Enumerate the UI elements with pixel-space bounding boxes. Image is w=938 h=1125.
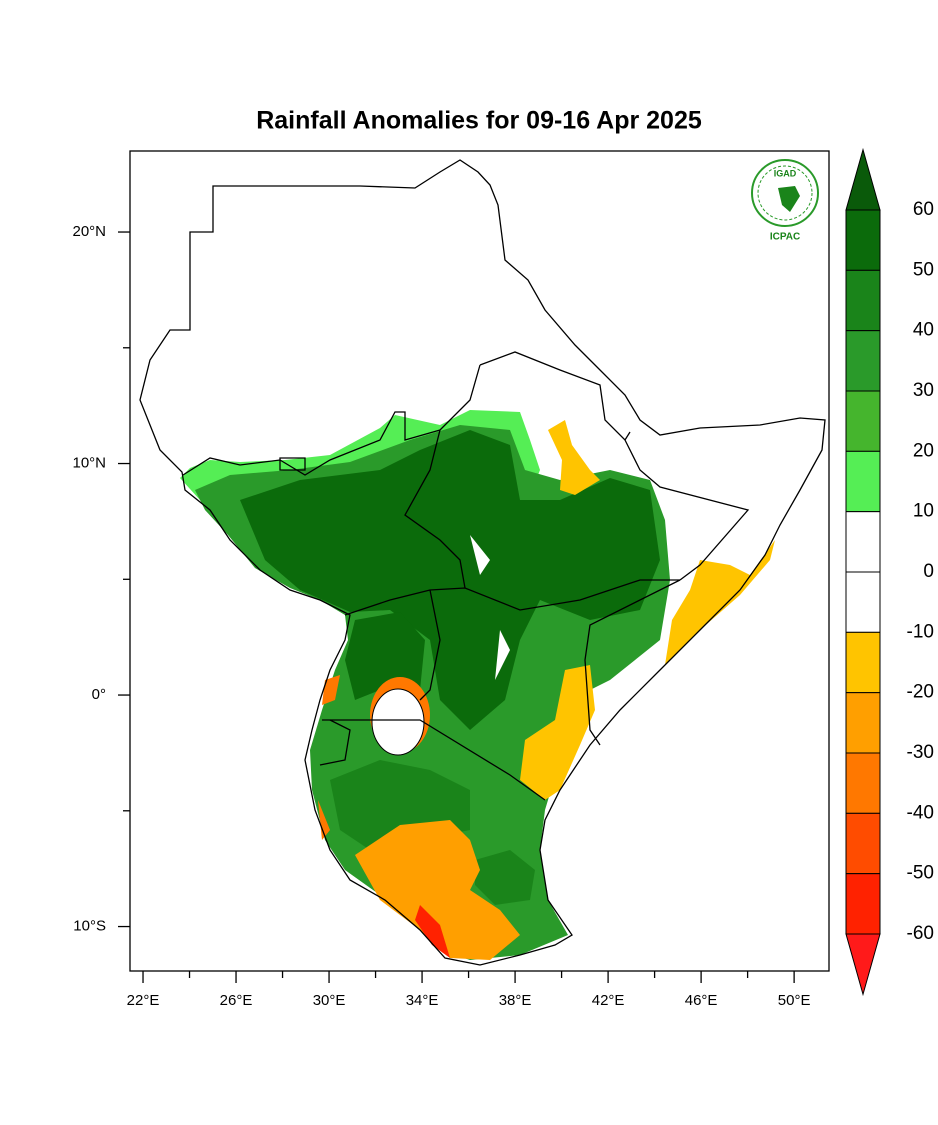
- country-border: [319, 719, 351, 766]
- country-border: [322, 719, 546, 801]
- map-area: [139, 159, 826, 966]
- anomaly-area: [240, 430, 660, 730]
- anomaly-area: [355, 820, 520, 960]
- country-border: [479, 351, 631, 442]
- country-border: [624, 439, 750, 581]
- colorbar-box: [845, 269, 881, 332]
- x-tick-label: 26°E: [220, 992, 253, 1009]
- colorbar: 60 50 40 30 20 10 0 -10 -20 -30 -40 -50 -60: [845, 147, 934, 997]
- anomaly-area: [548, 420, 600, 495]
- colorbar-box: [845, 450, 881, 513]
- colorbar-label: -60: [907, 923, 934, 944]
- y-tick-label: 10°N: [72, 455, 106, 472]
- logo-ring: [757, 165, 813, 221]
- country-border: [279, 457, 306, 471]
- colorbar-label: 10: [913, 501, 934, 522]
- colorbar-label: -20: [907, 682, 934, 703]
- colorbar-box: [845, 390, 881, 452]
- x-tick-label: 50°E: [778, 992, 811, 1009]
- x-tick-label: 34°E: [406, 992, 439, 1009]
- country-border: [404, 364, 481, 589]
- colorbar-box: [845, 752, 881, 814]
- country-border: [419, 589, 441, 701]
- country-border: [584, 579, 681, 746]
- lake: [371, 688, 425, 756]
- colorbar-label: -50: [907, 863, 934, 884]
- colorbar-box: [845, 812, 881, 875]
- colorbar-label: -10: [907, 621, 934, 642]
- colorbar-label: 50: [913, 259, 934, 280]
- logo-subtitle: ICPAC: [770, 232, 800, 243]
- colorbar-box: [845, 209, 881, 271]
- logo-africa: [778, 186, 800, 212]
- x-tick-label: 38°E: [499, 992, 532, 1009]
- map-frame: [129, 150, 830, 972]
- anomaly-area: [415, 905, 450, 958]
- x-tick-label: 46°E: [685, 992, 718, 1009]
- y-tick-label: 0°: [92, 686, 106, 703]
- x-tick-label: 30°E: [313, 992, 346, 1009]
- anomaly-area: [520, 665, 595, 800]
- colorbar-label: 40: [913, 320, 934, 341]
- colorbar-label: 0: [923, 561, 934, 582]
- colorbar-box: [845, 692, 881, 754]
- anomaly-area: [470, 535, 510, 680]
- anomaly-area: [665, 540, 775, 665]
- colorbar-label: 20: [913, 440, 934, 461]
- axes: 22°E 26°E 30°E 34°E 38°E 42°E 46°E 50°E 20°N 10°N…: [72, 223, 810, 1009]
- y-tick-label: 10°S: [73, 918, 106, 935]
- colorbar-box: [845, 631, 881, 694]
- country-border: [139, 159, 826, 966]
- map-title: Rainfall Anomalies for 09-16 Apr 2025: [256, 107, 702, 135]
- colorbar-label: -40: [907, 802, 934, 823]
- colorbar-box: [845, 511, 881, 573]
- x-tick-label: 42°E: [592, 992, 625, 1009]
- colorbar-label: 60: [913, 199, 934, 220]
- y-tick-label: 20°N: [72, 223, 106, 240]
- colorbar-box: [845, 873, 881, 935]
- country-border: [344, 579, 680, 616]
- logo-text: IGAD: [774, 168, 797, 178]
- colorbar-label: -30: [907, 742, 934, 763]
- x-tick-label: 22°E: [127, 992, 160, 1009]
- colorbar-box: [845, 571, 881, 633]
- colorbar-label: 30: [913, 380, 934, 401]
- colorbar-box: [845, 330, 881, 392]
- anomaly-area: [475, 850, 535, 905]
- logo: IGAD ICPAC: [751, 159, 819, 243]
- country-border: [182, 411, 441, 476]
